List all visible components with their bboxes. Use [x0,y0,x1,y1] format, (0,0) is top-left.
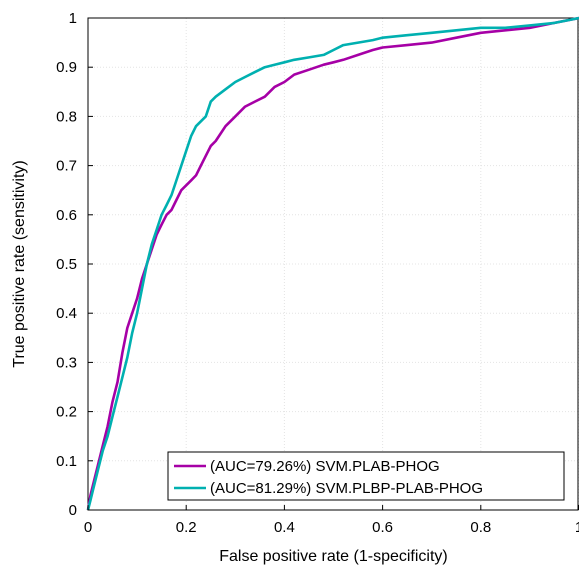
x-tick-label: 0.4 [274,519,295,536]
y-axis-label: True positive rate (sensitivity) [11,160,28,367]
x-tick-label: 0.6 [372,519,393,536]
y-tick-label: 0.7 [56,158,77,175]
y-tick-label: 0.1 [56,453,77,470]
y-tick-label: 0.4 [56,305,77,322]
series-line-2 [86,16,579,511]
y-tick-label: 0.5 [56,256,77,273]
y-tick-label: 0.9 [56,59,77,76]
y-tick-label: 0.2 [56,404,77,421]
x-tick-label: 0.2 [176,519,197,536]
grid [87,17,579,511]
x-tick-label: 1 [575,519,579,536]
x-tick-label: 0 [84,519,92,536]
x-axis-label: False positive rate (1-specificity) [219,548,448,565]
y-tick-label: 0.3 [56,354,77,371]
y-tick-label: 0.6 [56,207,77,224]
y-tick-label: 1 [69,10,77,27]
series-line-1 [86,16,579,511]
series-lines [86,16,579,511]
legend-box [167,451,565,501]
axis-ticks: 0 0.2 0.4 0.6 0.8 1 0 0.1 0.2 0.3 0.4 0.5 0.6 0.7 0.8 0… [56,10,579,536]
plot-frame [87,17,579,511]
legend: (AUC=79.26%) SVM.PLAB-PHOG (AUC=81.29%) S… [167,451,565,501]
legend-label-2: (AUC=81.29%) SVM.PLBP-PLAB-PHOG [210,480,483,497]
y-tick-label: 0 [69,502,77,519]
legend-label-1: (AUC=79.26%) SVM.PLAB-PHOG [210,458,440,475]
y-tick-label: 0.8 [56,108,77,125]
x-tick-label: 0.8 [470,519,491,536]
